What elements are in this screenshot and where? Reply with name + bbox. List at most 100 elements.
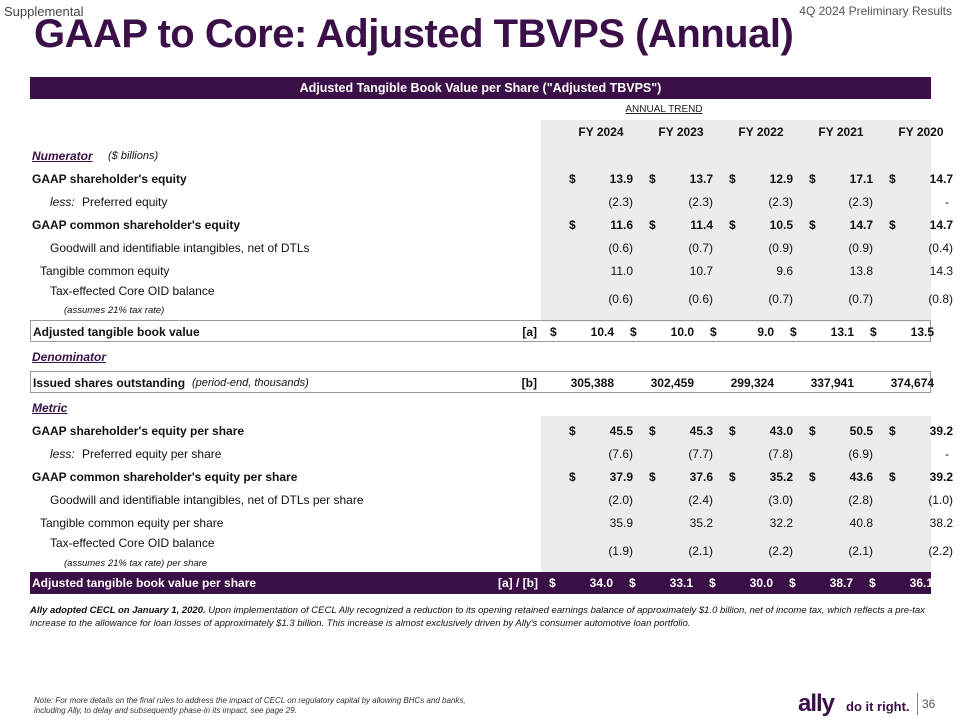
- value-cell: (7.8): [768, 447, 793, 461]
- page-number: 36: [922, 697, 936, 711]
- value-cell: (2.3): [608, 195, 633, 209]
- value-cell: $10.0: [630, 325, 694, 339]
- row-label: Goodwill and identifiable intangibles, n…: [50, 493, 364, 507]
- section-numerator: Numerator ($ billions): [30, 145, 931, 167]
- cecl-footnote: Ally adopted CECL on January 1, 2020. Up…: [30, 604, 930, 630]
- section-title: Metric: [32, 401, 68, 415]
- value-cell: (0.9): [848, 241, 873, 255]
- row-label: Preferred equity: [82, 195, 168, 209]
- value-cell: $13.1: [790, 325, 854, 339]
- value-cell: $9.0: [710, 325, 774, 339]
- section-title: Denominator: [32, 350, 107, 364]
- value-cell: $13.5: [870, 325, 934, 339]
- value-cell: (1.0): [928, 493, 953, 507]
- value-cell: (2.2): [928, 544, 953, 558]
- value-cell: $13.9: [569, 172, 633, 186]
- value-cell: $10.5: [729, 218, 793, 232]
- value-cell: $36.1: [869, 576, 933, 590]
- value-cell: 374,674: [890, 376, 934, 390]
- table-row: GAAP shareholder's equity $13.9 $13.7 $1…: [30, 168, 953, 190]
- column-header: FY 2021: [818, 125, 864, 139]
- value-cell: $50.5: [809, 424, 873, 438]
- table-banner: Adjusted Tangible Book Value per Share (…: [30, 77, 931, 99]
- row-label: Preferred equity per share: [82, 447, 222, 461]
- value-cell: (6.9): [848, 447, 873, 461]
- row-prefix: less:: [50, 195, 75, 209]
- value-cell: $33.1: [629, 576, 693, 590]
- value-cell: 35.9: [609, 516, 633, 530]
- table-row: Tangible common equity 11.0 10.7 9.6 13.…: [30, 260, 953, 282]
- value-cell: (1.9): [608, 544, 633, 558]
- value-cell: $11.4: [649, 218, 713, 232]
- value-cell: $37.6: [649, 470, 713, 484]
- section-title: Numerator: [32, 149, 93, 163]
- table-row: (0.6) (0.6) (0.7) (0.7) (0.8): [30, 288, 953, 310]
- value-cell: 337,941: [810, 376, 854, 390]
- value-cell: $13.7: [649, 172, 713, 186]
- divider: [917, 693, 918, 715]
- value-cell: (2.3): [848, 195, 873, 209]
- value-cell: 302,459: [650, 376, 694, 390]
- shaded-band-metric: [541, 416, 931, 572]
- value-cell: 10.7: [689, 264, 713, 278]
- value-cell: 40.8: [849, 516, 873, 530]
- value-cell: (2.1): [848, 544, 873, 558]
- brand-tagline: do it right.: [846, 699, 910, 714]
- value-cell: 11.0: [610, 264, 633, 278]
- table-row: Goodwill and identifiable intangibles, n…: [30, 489, 953, 511]
- row-label: Tangible common equity per share: [40, 516, 224, 530]
- footnote-text: Upon implementation of CECL Ally recogni…: [30, 605, 925, 629]
- value-cell: (7.7): [688, 447, 713, 461]
- value-cell: (0.9): [768, 241, 793, 255]
- column-header: FY 2020: [898, 125, 944, 139]
- value-cell: (2.2): [768, 544, 793, 558]
- row-prefix: less:: [50, 447, 75, 461]
- row-reference: [a]: [522, 325, 537, 339]
- value-cell: $35.2: [729, 470, 793, 484]
- value-cell: (0.6): [608, 241, 633, 255]
- value-cell: 9.6: [776, 264, 793, 278]
- table-row-highlight: Adjusted tangible book value per share […: [30, 572, 933, 594]
- value-cell: $37.9: [569, 470, 633, 484]
- column-header: FY 2024: [578, 125, 624, 139]
- value-cell: 38.2: [929, 516, 953, 530]
- table-row: Goodwill and identifiable intangibles, n…: [30, 237, 953, 259]
- value-cell: $34.0: [549, 576, 613, 590]
- value-cell: $14.7: [889, 218, 953, 232]
- table-row-total: Adjusted tangible book value [a] $10.4 $…: [30, 320, 934, 342]
- value-cell: 305,388: [570, 376, 614, 390]
- value-cell: 14.3: [929, 264, 953, 278]
- row-label: Adjusted tangible book value: [33, 325, 200, 339]
- value-cell: $43.6: [809, 470, 873, 484]
- value-cell: $43.0: [729, 424, 793, 438]
- value-cell: $12.9: [729, 172, 793, 186]
- ally-logo: ally: [798, 690, 835, 717]
- table-row: GAAP common shareholder's equity $11.6 $…: [30, 214, 953, 236]
- value-cell: $39.2: [889, 424, 953, 438]
- row-label: GAAP shareholder's equity per share: [32, 424, 245, 438]
- row-note: (period-end, thousands): [192, 377, 309, 389]
- value-cell: (2.3): [768, 195, 793, 209]
- report-period: 4Q 2024 Preliminary Results: [799, 4, 952, 18]
- value-cell: $14.7: [809, 218, 873, 232]
- table-row-label: Tax-effected Core OID balance: [30, 280, 931, 302]
- table-row: Tangible common equity per share 35.9 35…: [30, 512, 953, 534]
- table-row: less: Preferred equity per share (7.6) (…: [30, 443, 949, 465]
- row-label: GAAP common shareholder's equity: [32, 218, 241, 232]
- column-header: FY 2023: [658, 125, 704, 139]
- value-cell: 13.8: [849, 264, 873, 278]
- value-cell: (2.8): [848, 493, 873, 507]
- table-row: less: Preferred equity (2.3) (2.3) (2.3)…: [30, 191, 949, 213]
- value-cell: (0.8): [928, 292, 953, 306]
- annual-trend-label: ANNUAL TREND: [625, 104, 703, 115]
- row-reference: [a] / [b]: [498, 576, 538, 590]
- value-cell: 35.2: [689, 516, 713, 530]
- tax-rate-note: (assumes 21% tax rate) per share: [64, 558, 208, 569]
- value-cell: -: [945, 447, 949, 461]
- column-header-row: FY 2024 FY 2023 FY 2022 FY 2021 FY 2020: [30, 121, 943, 143]
- value-cell: 32.2: [769, 516, 793, 530]
- row-label: Goodwill and identifiable intangibles, n…: [50, 241, 310, 255]
- value-cell: $11.6: [569, 218, 633, 232]
- value-cell: (0.7): [768, 292, 793, 306]
- value-cell: (3.0): [768, 493, 793, 507]
